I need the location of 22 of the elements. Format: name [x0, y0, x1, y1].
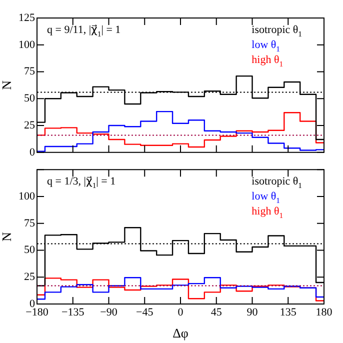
y-axis-title: N	[0, 80, 14, 90]
x-tick-label: 90	[246, 306, 258, 318]
y-tick-label: 50	[24, 244, 36, 256]
x-tick-label: −135	[62, 306, 85, 318]
y-tick-label: 0	[30, 146, 36, 158]
y-tick-label: 75	[24, 66, 36, 78]
y-tick-label: 125	[18, 12, 36, 24]
y-tick-label: 100	[18, 190, 36, 202]
x-tick-label: −180	[26, 306, 49, 318]
x-tick-label: 135	[280, 306, 297, 318]
y-tick-label: 25	[24, 119, 36, 132]
y-axis-title: N	[0, 231, 14, 242]
x-tick-label: 0	[178, 306, 184, 318]
y-tick-label: 100	[18, 38, 36, 51]
y-tick-label: 50	[24, 92, 36, 105]
x-tick-label: −45	[136, 306, 154, 318]
x-tick-label: 180	[316, 306, 333, 318]
y-tick-label: 25	[24, 271, 36, 284]
y-tick-label: 75	[24, 217, 36, 230]
x-tick-label: −90	[100, 306, 118, 318]
x-axis-title: Δφ	[172, 326, 188, 341]
x-tick-label: 45	[210, 306, 222, 318]
